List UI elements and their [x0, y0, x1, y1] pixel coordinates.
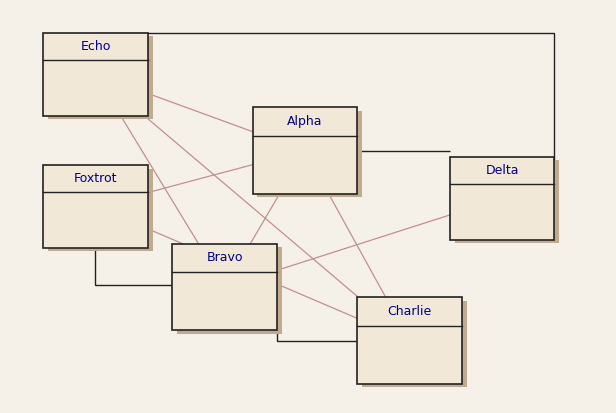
- Bar: [362, 301, 467, 387]
- Bar: [48, 36, 153, 119]
- Text: Charlie: Charlie: [387, 305, 432, 318]
- Bar: [43, 165, 148, 248]
- Bar: [172, 244, 277, 330]
- Bar: [455, 160, 559, 243]
- Text: Bravo: Bravo: [206, 252, 243, 264]
- Bar: [450, 157, 554, 240]
- Bar: [177, 247, 282, 334]
- Text: Foxtrot: Foxtrot: [74, 172, 117, 185]
- Text: Delta: Delta: [485, 164, 519, 177]
- Bar: [357, 297, 462, 384]
- Bar: [43, 33, 148, 116]
- Bar: [48, 169, 153, 251]
- Text: Echo: Echo: [80, 40, 111, 53]
- Text: Alpha: Alpha: [287, 115, 323, 128]
- Bar: [253, 107, 357, 194]
- Bar: [257, 111, 362, 197]
